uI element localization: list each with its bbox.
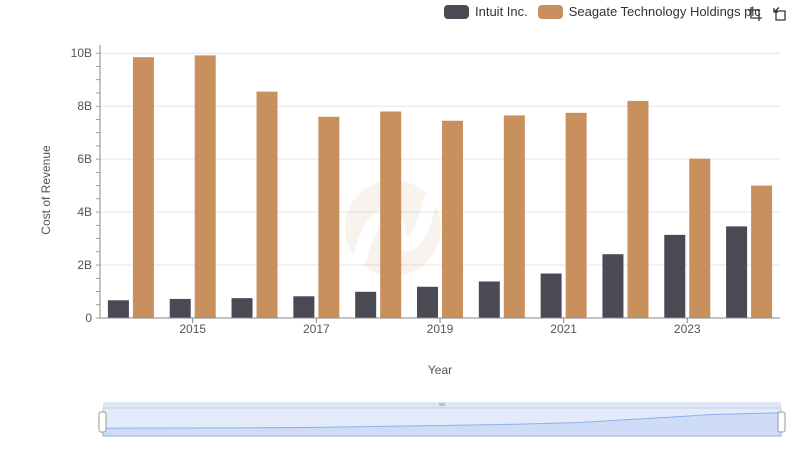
y-tick-label: 2B <box>77 258 92 272</box>
bar-seagate[interactable] <box>689 158 711 318</box>
crop-icon[interactable] <box>747 6 763 22</box>
y-tick-label: 8B <box>77 99 92 113</box>
y-tick-label: 6B <box>77 152 92 166</box>
y-axis-title: Cost of Revenue <box>39 145 53 235</box>
x-tick-label: 2023 <box>674 322 701 336</box>
bar-intuit[interactable] <box>726 226 748 318</box>
bar-seagate[interactable] <box>256 91 278 318</box>
y-tick-label: 10B <box>71 46 92 60</box>
y-tick-label: 0 <box>85 311 92 325</box>
legend-item-intuit[interactable]: Intuit Inc. <box>444 4 528 19</box>
legend-label-intuit: Intuit Inc. <box>475 4 528 19</box>
x-tick-label: 2021 <box>550 322 577 336</box>
bar-intuit[interactable] <box>293 296 315 318</box>
bar-intuit[interactable] <box>355 291 377 318</box>
legend-swatch-seagate <box>537 4 563 19</box>
x-tick-label: 2017 <box>303 322 330 336</box>
grip-icon[interactable] <box>439 403 445 406</box>
bar-seagate[interactable] <box>380 111 402 318</box>
bar-seagate[interactable] <box>751 185 773 318</box>
chart-toolbar <box>747 6 787 22</box>
navigator[interactable] <box>98 402 786 437</box>
bar-seagate[interactable] <box>627 100 649 319</box>
x-tick-label: 2019 <box>427 322 454 336</box>
bar-seagate[interactable] <box>442 120 463 318</box>
legend: Intuit Inc. Seagate Technology Holdings … <box>444 4 761 19</box>
legend-swatch-intuit <box>444 4 469 19</box>
bar-intuit[interactable] <box>478 281 500 318</box>
bar-intuit[interactable] <box>602 254 624 318</box>
bar-seagate[interactable] <box>318 116 340 319</box>
bar-intuit[interactable] <box>664 234 686 318</box>
reset-icon[interactable] <box>771 6 787 22</box>
bar-intuit[interactable] <box>169 298 191 318</box>
legend-item-seagate[interactable]: Seagate Technology Holdings plc <box>537 4 761 19</box>
navigator-handle-left[interactable] <box>98 411 107 433</box>
bar-intuit[interactable] <box>107 300 129 318</box>
bar-intuit[interactable] <box>417 286 438 318</box>
x-tick-label: 2015 <box>179 322 206 336</box>
bar-intuit[interactable] <box>540 273 562 318</box>
bar-seagate[interactable] <box>132 57 154 318</box>
y-tick-label: 4B <box>77 205 92 219</box>
bar-seagate[interactable] <box>503 115 525 318</box>
axes: 0 2B 4B 6B 8B 10B 2015 2017 2019 2021 2023 <box>71 45 780 336</box>
bar-intuit[interactable] <box>231 298 253 318</box>
navigator-handle-right[interactable] <box>777 411 786 433</box>
bar-seagate[interactable] <box>194 55 216 318</box>
x-axis-title: Year <box>428 363 452 377</box>
bar-seagate[interactable] <box>565 112 587 318</box>
legend-label-seagate: Seagate Technology Holdings plc <box>568 4 761 19</box>
bars-layer <box>107 55 773 319</box>
